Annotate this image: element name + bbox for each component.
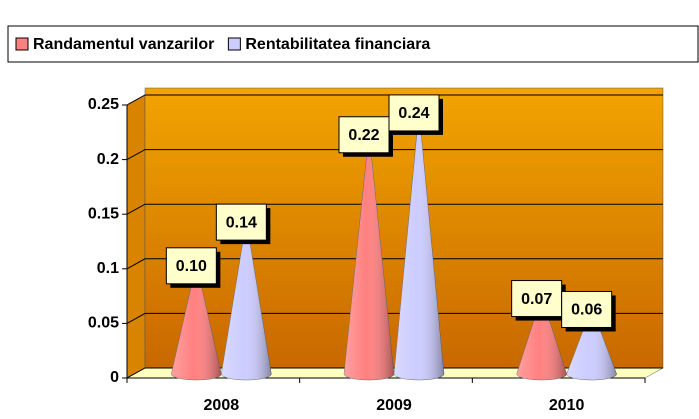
legend-swatch [227,37,241,51]
label-box [165,247,217,285]
grid-line [126,258,663,270]
grid-line [126,149,663,161]
legend-label: Rentabilitatea financiara [245,36,430,53]
cone-shade [171,263,222,380]
data-label: 0.22 [348,127,379,144]
cone-shade [516,296,567,380]
data-label: 0.24 [398,105,429,122]
legend-swatch [15,37,29,51]
cone-shade [221,220,272,380]
data-label: 0.10 [176,258,207,275]
data-label: 0.06 [571,302,602,319]
y-tick-label: 0.15 [88,205,119,222]
side-wall [126,94,146,379]
y-tick-label: 0 [110,369,119,386]
label-box [338,116,390,154]
grid-line [126,203,663,215]
y-tick-label: 0.05 [88,315,119,332]
x-tick-label: 2009 [376,397,412,414]
grid-line [126,312,663,324]
y-tick-label: 0.2 [97,151,119,168]
label-box [561,290,613,328]
label-box [388,94,440,132]
y-tick-label: 0.25 [88,96,119,113]
legend-label: Randamentul vanzarilor [33,36,214,53]
x-tick-label: 2010 [549,397,585,414]
x-tick-label: 2008 [204,397,240,414]
y-tick-label: 0.1 [97,260,119,277]
data-label: 0.07 [521,291,552,308]
data-label: 0.14 [226,214,257,231]
label-box [511,280,563,318]
cone-shade [344,132,394,380]
cone-shade [394,110,444,381]
legend-box [7,25,699,63]
cone-shade [566,307,617,380]
grid-line [126,94,663,106]
grid-line [126,367,663,379]
label-box [215,203,267,241]
